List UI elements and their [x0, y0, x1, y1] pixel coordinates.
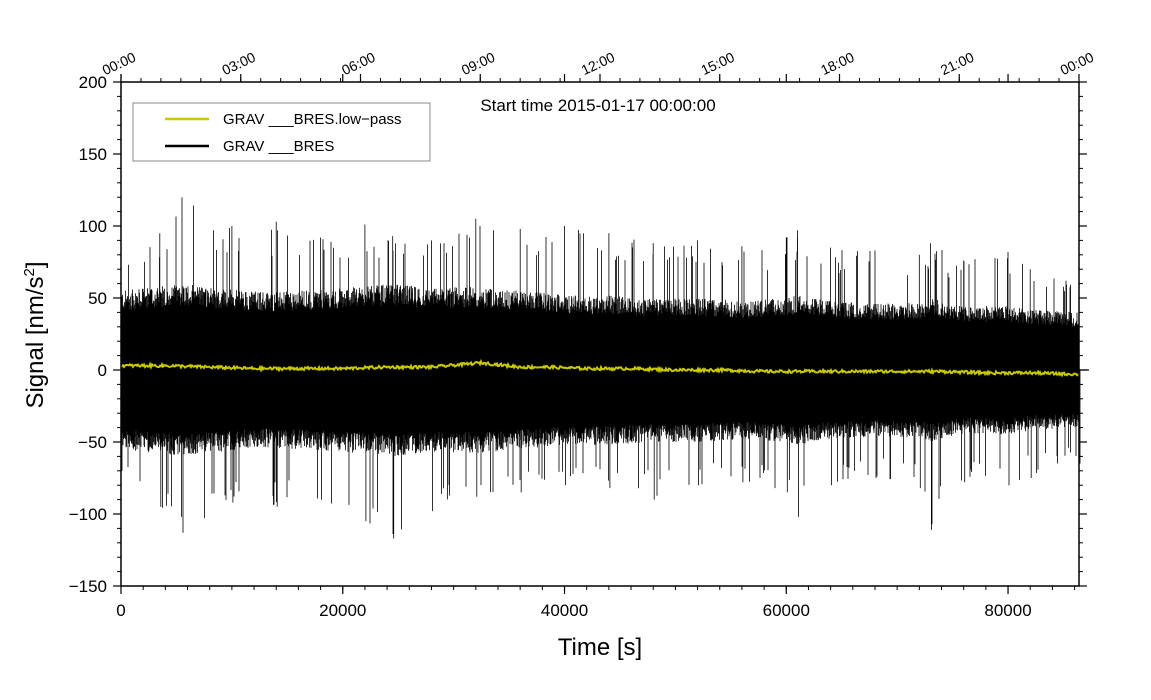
y-tick-label: 200: [79, 73, 107, 92]
y-tick-label: 0: [98, 361, 107, 380]
legend-box: [132, 102, 431, 162]
y-axis-label: Signal [nm/s2]: [21, 261, 49, 408]
top-tick-label: 00:00: [1058, 49, 1097, 78]
y-tick-label: −150: [69, 577, 107, 596]
top-tick-label: 15:00: [698, 49, 737, 78]
x-tick-label: 0: [116, 601, 125, 620]
start-time-annotation: Start time 2015-01-17 00:00:00: [480, 96, 715, 115]
x-tick-label: 40000: [541, 601, 588, 620]
top-tick-label: 03:00: [219, 49, 258, 78]
legend: GRAV ___BRES.low−pass GRAV ___BRES: [132, 102, 431, 162]
y-tick-label: 100: [79, 217, 107, 236]
low-pass-series: [120, 358, 1080, 378]
y-tick-label: 50: [88, 289, 107, 308]
x-tick-label: 20000: [319, 601, 366, 620]
series-layer: [120, 197, 1081, 539]
y-axis-label-prefix: Signal [nm/s: [22, 276, 49, 408]
y-tick-label: 150: [79, 145, 107, 164]
y-tick-label: −50: [78, 433, 107, 452]
top-tick-label: 09:00: [459, 49, 498, 78]
x-tick-label: 80000: [984, 601, 1031, 620]
top-tick-label: 12:00: [579, 49, 618, 78]
top-tick-label: 06:00: [339, 49, 378, 78]
y-axis-label-suffix: ]: [22, 261, 49, 268]
legend-label: GRAV ___BRES.low−pass: [223, 111, 402, 128]
x-axis-label: Time [s]: [558, 634, 642, 661]
x-tick-label: 60000: [763, 601, 810, 620]
legend-label: GRAV ___BRES: [223, 138, 334, 155]
top-tick-label: 18:00: [818, 49, 857, 78]
y-tick-label: −100: [69, 505, 107, 524]
top-tick-label: 21:00: [938, 49, 977, 78]
y-axis-label-sup: 2: [21, 268, 38, 276]
